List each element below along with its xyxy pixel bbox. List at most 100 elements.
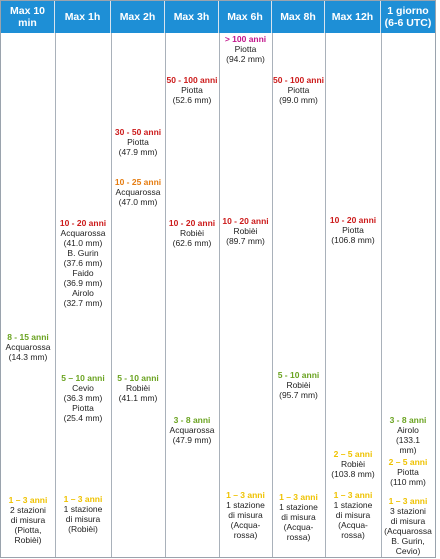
station-text: (32.7 mm) [63,298,103,308]
entry-1giorno-yellow-1: 2 – 5 anni Piotta (110 mm) [381,457,435,487]
station-text: B. Gurin [67,248,99,258]
station-text: (37.6 mm) [63,258,103,268]
return-period-label: 50 - 100 anni [272,75,325,85]
header-max-12h: Max 12h [325,1,381,33]
header-row: Max 10 min Max 1h Max 2h Max 3h Max 6h M… [1,1,435,33]
station-text: 1 stazione [333,500,373,510]
entry-max3h-red-2: 10 - 20 anni Robièi (62.6 mm) [165,218,219,248]
station-text: (99.0 mm) [279,95,318,105]
station-text: (Piotta, [14,525,42,535]
station-text: 2 stazioni [10,505,46,515]
station-text: Piotta [234,44,257,54]
station-text: rossa) [233,530,258,540]
station-text: (110 mm) [390,477,426,487]
return-period-label: 1 – 3 anni [226,490,265,500]
entry-max10min-yellow: 1 – 3 anni 2 stazioni di misura (Piotta, Rob… [1,495,55,545]
entry-max6h-magenta: > 100 anni Piotta (94.2 mm) [219,34,272,64]
station-text: (103.8 mm) [331,469,375,479]
entry-max2h-red: 30 - 50 anni Piotta (47.9 mm) [111,127,165,157]
entry-max6h-red: 10 - 20 anni Robièi (89.7 mm) [219,216,272,246]
entry-max6h-yellow: 1 – 3 anni 1 stazione di misura (Acqua-ross… [219,490,272,540]
entry-max12h-red: 10 - 20 anni Piotta (106.8 mm) [325,215,381,245]
return-period-label: 2 – 5 anni [388,457,428,467]
entry-max2h-green: 5 - 10 anni Robièi (41.1 mm) [111,373,165,403]
entry-max1h-red: 10 - 20 anni Acquarossa (41.0 mm) B. Gurin(… [55,218,111,308]
station-text: Cevio [72,383,94,393]
entry-1giorno-green: 3 - 8 anni Airolo (133.1 mm) [381,415,435,455]
station-text: (95.7 mm) [279,390,318,400]
return-period-label: 1 – 3 anni [388,496,428,506]
station-text: (36.3 mm) [63,393,103,403]
header-max-2h: Max 2h [111,1,165,33]
entry-max1h-yellow: 1 – 3 anni 1 stazione di misura (Robièi) [55,494,111,534]
station-text: Piotta [287,85,310,95]
return-period-label: 1 – 3 anni [8,495,48,505]
station-text: Piotta [397,467,419,477]
header-max-6h: Max 6h [219,1,272,33]
return-period-label: 1 – 3 anni [279,492,318,502]
station-text: 1 stazione [226,500,265,510]
return-period-label: 10 - 25 anni [114,177,162,187]
station-text: di misura [228,510,263,520]
column-divider [165,33,166,557]
station-text: (41.1 mm) [118,393,158,403]
entry-max3h-green: 3 - 8 anni Acquarossa (47.9 mm) [165,415,219,445]
station-text: (Acquarossa [384,526,432,536]
entry-max8h-yellow: 1 – 3 anni 1 stazione di misura (Acqua-ross… [272,492,325,542]
station-text: Piotta [72,403,94,413]
entry-max8h-red: 50 - 100 anni Piotta (99.0 mm) [272,75,325,105]
station-text: 3 stazioni [390,506,426,516]
header-1-giorno: 1 giorno (6-6 UTC) [384,5,432,29]
station-text: rossa) [286,532,311,542]
station-text: B. Gurin, [391,536,425,546]
entry-max12h-yellow-2: 1 – 3 anni 1 stazione di misura (Acqua-ross… [325,490,381,540]
header-max-8h: Max 8h [272,1,325,33]
station-text: rossa) [341,530,365,540]
entry-max12h-yellow-1: 2 – 5 anni Robièi (103.8 mm) [325,449,381,479]
column-divider [272,33,273,557]
station-text: (62.6 mm) [172,238,212,248]
entry-1giorno-yellow-2: 1 – 3 anni 3 stazioni di misura (Acquarossa… [381,496,435,556]
station-text: Robièi [286,380,311,390]
station-text: (47.9 mm) [118,147,158,157]
station-text: Acquarossa [169,425,215,435]
return-period-label: 5 - 10 anni [277,370,320,380]
station-text: (Acqua- [338,520,368,530]
station-text: (94.2 mm) [226,54,265,64]
station-text: Airolo [72,288,94,298]
station-text: Acquarossa [5,342,51,352]
station-text: (Robièi) [68,524,98,534]
return-period-label: 1 – 3 anni [63,494,103,504]
station-text: (Acqua- [283,522,314,532]
column-divider [325,33,326,557]
station-text: (41.0 mm) [63,238,103,248]
return-period-label: 10 - 20 anni [59,218,107,228]
return-period-label: 30 - 50 anni [114,127,162,137]
station-text: di misura [10,515,46,525]
return-period-label: 3 - 8 anni [173,415,211,425]
station-text: Robièi [125,383,151,393]
station-text: mm) [399,445,417,455]
station-text: 1 stazione [279,502,318,512]
entry-max2h-orange: 10 - 25 anni Acquarossa (47.0 mm) [111,177,165,207]
station-text: (106.8 mm) [331,235,375,245]
station-text: di misura [281,512,316,522]
station-text: Piotta [342,225,364,235]
header-max-10min: Max 10 min [1,1,55,33]
return-period-label: > 100 anni [224,34,267,44]
station-text: (36.9 mm) [63,278,103,288]
header-max-3h: Max 3h [165,1,219,33]
column-divider [219,33,220,557]
station-text: Robièi [179,228,205,238]
return-period-label: 2 – 5 anni [333,449,373,459]
return-period-label: 10 - 20 anni [222,216,269,226]
station-text: (47.0 mm) [118,197,158,207]
station-text: (25.4 mm) [63,413,103,423]
station-text: (Acqua- [230,520,261,530]
station-text: (133.1 [395,435,421,445]
return-period-label: 3 - 8 anni [389,415,427,425]
entry-max1h-green: 5 – 10 anni Cevio (36.3 mm) Piotta (25.4 mm) [55,373,111,423]
station-text: di misura [335,510,371,520]
column-divider [111,33,112,557]
return-period-label: 8 - 15 anni [7,332,49,342]
